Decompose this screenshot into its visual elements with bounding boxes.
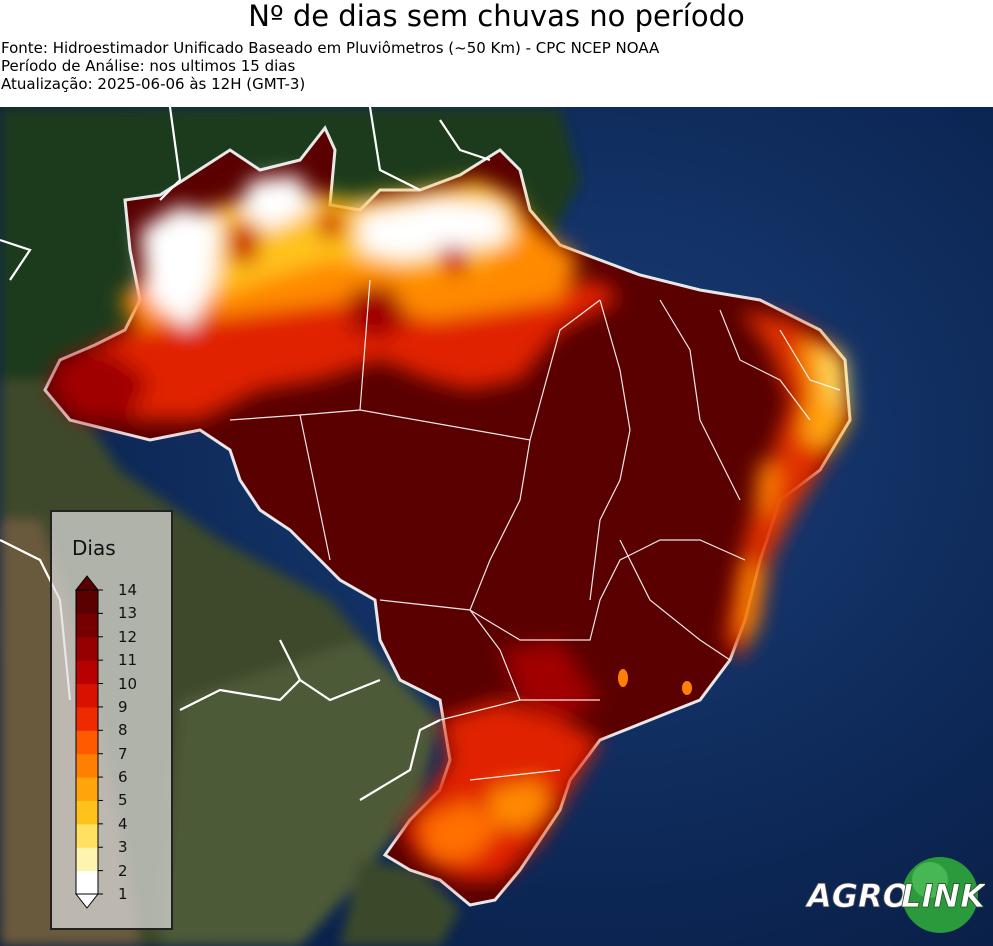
hotspot (618, 669, 628, 687)
colorbar-swatch (76, 730, 98, 755)
legend-tick-label: 5 (118, 791, 128, 810)
agrolink-logo: AGRO LINK (804, 855, 987, 935)
legend-tick-label: 10 (118, 674, 138, 693)
legend-tick-label: 7 (118, 744, 128, 763)
colorbar-swatch (76, 753, 98, 778)
hotspot (682, 681, 692, 695)
legend-tick-label: 1 (118, 885, 128, 903)
colorbar-swatch (76, 636, 98, 661)
logo-text-agro: AGRO (805, 877, 910, 915)
colorbar-swatch (76, 800, 98, 825)
legend-tick-label: 12 (118, 627, 138, 646)
data-source: Fonte: Hidroestimador Unificado Baseado … (1, 39, 660, 57)
legend-tick-label: 6 (118, 768, 128, 787)
colorbar-swatch (76, 590, 98, 614)
colorbar-max-arrow (74, 575, 100, 591)
legend-tick-label: 2 (118, 861, 128, 880)
legend-tick-label: 14 (118, 581, 138, 599)
map-header: Nº de dias sem chuvas no período Fonte: … (0, 0, 993, 107)
colorbar-frame (75, 589, 99, 895)
colorbar (74, 575, 103, 909)
colorbar-swatch (76, 870, 98, 895)
logo-text-link: LINK (901, 877, 985, 915)
colorbar-swatch (76, 706, 98, 731)
update-time: Atualização: 2025-06-06 às 12H (GMT-3) (1, 75, 306, 93)
legend-tick-label: 11 (118, 651, 138, 670)
state-borders (229, 279, 841, 781)
brazil-heatmap (43, 125, 852, 907)
colorbar-swatch (76, 660, 98, 685)
colorbar-swatch (76, 823, 98, 848)
analysis-period: Período de Análise: nos ultimos 15 dias (1, 57, 296, 75)
legend: Dias 1 2 3 4 5 6 7 8 9 10 11 12 13 14 (50, 510, 173, 930)
colorbar-swatch (76, 613, 98, 638)
colorbar-swatch (76, 847, 98, 872)
colorbar-min-arrow (74, 893, 100, 909)
legend-title: Dias (72, 536, 116, 560)
legend-tick-label: 8 (118, 721, 128, 740)
legend-tick-label: 9 (118, 697, 128, 716)
legend-tick-label: 13 (118, 604, 138, 623)
colorbar-swatch (76, 777, 98, 801)
legend-tick-label: 4 (118, 814, 128, 833)
map-title: Nº de dias sem chuvas no período (248, 0, 745, 33)
legend-tick-label: 3 (118, 838, 128, 857)
colorbar-swatch (76, 683, 98, 708)
